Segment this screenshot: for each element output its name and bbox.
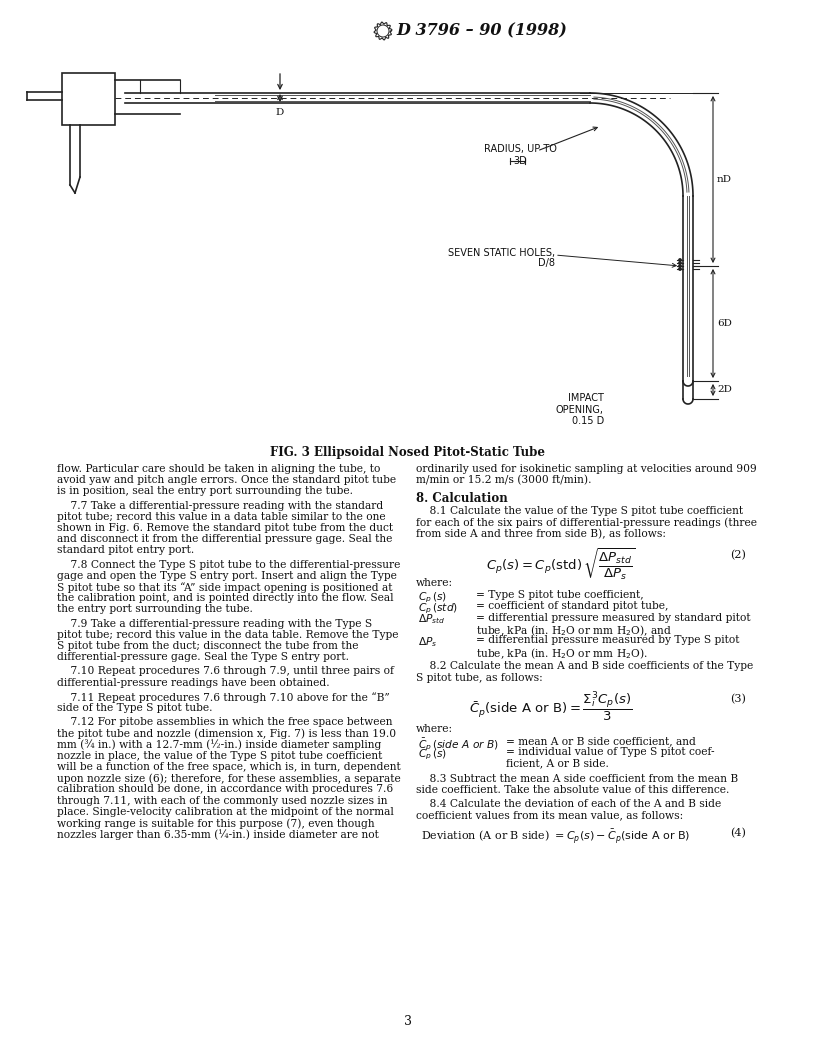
Text: S pitot tube so that its “A” side impact opening is positioned at: S pitot tube so that its “A” side impact… <box>57 582 392 592</box>
Text: IMPACT
OPENING,
0.15 D: IMPACT OPENING, 0.15 D <box>556 393 604 427</box>
Text: = differential pressure measured by standard pitot: = differential pressure measured by stan… <box>476 612 751 623</box>
Text: SEVEN STATIC HOLES,: SEVEN STATIC HOLES, <box>448 248 555 258</box>
Text: (4): (4) <box>730 828 746 838</box>
Text: upon nozzle size (6); therefore, for these assemblies, a separate: upon nozzle size (6); therefore, for the… <box>57 773 401 784</box>
Text: $C_p\,(s)$: $C_p\,(s)$ <box>418 748 447 761</box>
Text: nozzles larger than 6.35-mm (¼-in.) inside diameter are not: nozzles larger than 6.35-mm (¼-in.) insi… <box>57 829 379 840</box>
Text: D: D <box>276 108 284 117</box>
Text: differential-pressure gage. Seal the Type S entry port.: differential-pressure gage. Seal the Typ… <box>57 653 349 662</box>
Text: $\bar{C}_p\mathrm{(side\ A\ or\ B)} = \dfrac{\Sigma_i^3 C_p(s)}{3}$: $\bar{C}_p\mathrm{(side\ A\ or\ B)} = \d… <box>469 690 632 724</box>
Text: 7.10 Repeat procedures 7.6 through 7.9, until three pairs of: 7.10 Repeat procedures 7.6 through 7.9, … <box>57 666 394 677</box>
Text: mm (¾ in.) with a 12.7-mm (½-in.) inside diameter sampling: mm (¾ in.) with a 12.7-mm (½-in.) inside… <box>57 739 381 751</box>
Text: coefficient values from its mean value, as follows:: coefficient values from its mean value, … <box>416 810 683 821</box>
Text: through 7.11, with each of the commonly used nozzle sizes in: through 7.11, with each of the commonly … <box>57 795 388 806</box>
Text: D 3796 – 90 (1998): D 3796 – 90 (1998) <box>396 22 567 39</box>
Text: standard pitot entry port.: standard pitot entry port. <box>57 545 194 555</box>
Text: side coefficient. Take the absolute value of this difference.: side coefficient. Take the absolute valu… <box>416 785 730 795</box>
Text: = coefficient of standard pitot tube,: = coefficient of standard pitot tube, <box>476 602 668 611</box>
Text: from side A and three from side B), as follows:: from side A and three from side B), as f… <box>416 529 666 540</box>
Circle shape <box>679 259 681 261</box>
Text: 2D: 2D <box>717 385 732 395</box>
Text: calibration should be done, in accordance with procedures 7.6: calibration should be done, in accordanc… <box>57 785 393 794</box>
Text: $C_p\,(std)$: $C_p\,(std)$ <box>418 602 458 616</box>
Text: 8.1 Calculate the value of the Type S pitot tube coefficient: 8.1 Calculate the value of the Type S pi… <box>416 507 743 516</box>
Text: m/min or 15.2 m/s (3000 ft/min).: m/min or 15.2 m/s (3000 ft/min). <box>416 475 592 486</box>
Text: D/8: D/8 <box>538 258 555 268</box>
Text: flow. Particular care should be taken in aligning the tube, to: flow. Particular care should be taken in… <box>57 464 380 474</box>
Text: ordinarily used for isokinetic sampling at velocities around 909: ordinarily used for isokinetic sampling … <box>416 464 756 474</box>
Text: 7.9 Take a differential-pressure reading with the Type S: 7.9 Take a differential-pressure reading… <box>57 619 372 628</box>
Text: the calibration point, and is pointed directly into the flow. Seal: the calibration point, and is pointed di… <box>57 593 393 603</box>
Text: gage and open the Type S entry port. Insert and align the Type: gage and open the Type S entry port. Ins… <box>57 571 397 581</box>
Text: the entry port surrounding the tube.: the entry port surrounding the tube. <box>57 604 253 615</box>
Text: for each of the six pairs of differential-pressure readings (three: for each of the six pairs of differentia… <box>416 517 757 528</box>
Circle shape <box>679 268 681 270</box>
Text: where:: where: <box>416 578 453 588</box>
Text: will be a function of the free space, which is, in turn, dependent: will be a function of the free space, wh… <box>57 762 401 772</box>
Text: S pitot tube, as follows:: S pitot tube, as follows: <box>416 673 543 682</box>
Text: side of the Type S pitot tube.: side of the Type S pitot tube. <box>57 703 212 713</box>
Text: = individual value of Type S pitot coef-: = individual value of Type S pitot coef- <box>506 748 715 757</box>
Text: avoid yaw and pitch angle errors. Once the standard pitot tube: avoid yaw and pitch angle errors. Once t… <box>57 475 396 485</box>
Text: is in position, seal the entry port surrounding the tube.: is in position, seal the entry port surr… <box>57 487 353 496</box>
Circle shape <box>679 262 681 264</box>
Text: (3): (3) <box>730 694 746 704</box>
Text: 6D: 6D <box>717 319 732 328</box>
Text: Deviation (A or B side) $= C_p(s) - \bar{C}_p\mathrm{(side\ A\ or\ B)}$: Deviation (A or B side) $= C_p(s) - \bar… <box>421 828 690 846</box>
Bar <box>62 73 115 125</box>
Text: nozzle in place, the value of the Type S pitot tube coefficient: nozzle in place, the value of the Type S… <box>57 751 383 760</box>
Text: the pitot tube and nozzle (dimension x, Fig. 7) is less than 19.0: the pitot tube and nozzle (dimension x, … <box>57 729 396 739</box>
Text: S pitot tube from the duct; disconnect the tube from the: S pitot tube from the duct; disconnect t… <box>57 641 358 650</box>
Text: nD: nD <box>717 175 732 184</box>
Text: pitot tube; record this value in the data table. Remove the Type: pitot tube; record this value in the dat… <box>57 629 398 640</box>
Text: pitot tube; record this value in a data table similar to the one: pitot tube; record this value in a data … <box>57 512 386 522</box>
Text: place. Single-velocity calibration at the midpoint of the normal: place. Single-velocity calibration at th… <box>57 807 394 816</box>
Text: $\bar{C}_p\,(side\ A\ or\ B)$: $\bar{C}_p\,(side\ A\ or\ B)$ <box>418 736 499 753</box>
Text: differential-pressure readings have been obtained.: differential-pressure readings have been… <box>57 678 330 687</box>
Text: shown in Fig. 6. Remove the standard pitot tube from the duct: shown in Fig. 6. Remove the standard pit… <box>57 523 393 533</box>
Text: FIG. 3 Ellipsoidal Nosed Pitot-Static Tube: FIG. 3 Ellipsoidal Nosed Pitot-Static Tu… <box>270 446 546 459</box>
Circle shape <box>679 265 681 267</box>
Text: 7.8 Connect the Type S pitot tube to the differential-pressure: 7.8 Connect the Type S pitot tube to the… <box>57 560 401 569</box>
Text: 8.3 Subtract the mean A side coefficient from the mean B: 8.3 Subtract the mean A side coefficient… <box>416 774 738 784</box>
Text: 8. Calculation: 8. Calculation <box>416 492 508 506</box>
Text: and disconnect it from the differential pressure gage. Seal the: and disconnect it from the differential … <box>57 534 392 544</box>
Text: 7.12 For pitobe assemblies in which the free space between: 7.12 For pitobe assemblies in which the … <box>57 717 392 728</box>
Text: 8.2 Calculate the mean A and B side coefficients of the Type: 8.2 Calculate the mean A and B side coef… <box>416 661 753 672</box>
Text: working range is suitable for this purpose (7), even though: working range is suitable for this purpo… <box>57 818 375 829</box>
Text: $C_p\,(s)$: $C_p\,(s)$ <box>418 590 447 605</box>
Text: ficient, A or B side.: ficient, A or B side. <box>506 758 609 769</box>
Text: = differential pressure measured by Type S pitot: = differential pressure measured by Type… <box>476 635 739 645</box>
Text: (2): (2) <box>730 550 746 561</box>
Text: = mean A or B side coefficient, and: = mean A or B side coefficient, and <box>506 736 696 746</box>
Text: $\Delta P_{std}$: $\Delta P_{std}$ <box>418 612 446 626</box>
Text: 7.11 Repeat procedures 7.6 through 7.10 above for the “B”: 7.11 Repeat procedures 7.6 through 7.10 … <box>57 692 390 702</box>
Text: 3: 3 <box>404 1015 412 1027</box>
Text: $\Delta P_s$: $\Delta P_s$ <box>418 635 437 648</box>
Text: = Type S pitot tube coefficient,: = Type S pitot tube coefficient, <box>476 590 644 600</box>
Text: 8.4 Calculate the deviation of each of the A and B side: 8.4 Calculate the deviation of each of t… <box>416 799 721 809</box>
Text: 7.7 Take a differential-pressure reading with the standard: 7.7 Take a differential-pressure reading… <box>57 501 384 511</box>
Text: $C_p(s) = C_p\mathrm{(std)}\,\sqrt{\dfrac{\Delta P_{std}}{\Delta P_s}}$: $C_p(s) = C_p\mathrm{(std)}\,\sqrt{\dfra… <box>486 546 636 582</box>
Text: tube, kPa (in. H$_2$O or mm H$_2$O), and: tube, kPa (in. H$_2$O or mm H$_2$O), and <box>476 624 672 639</box>
Text: where:: where: <box>416 723 453 734</box>
Text: RADIUS, UP TO
3D: RADIUS, UP TO 3D <box>484 144 557 166</box>
Text: tube, kPa (in. H$_2$O or mm H$_2$O).: tube, kPa (in. H$_2$O or mm H$_2$O). <box>476 646 648 661</box>
